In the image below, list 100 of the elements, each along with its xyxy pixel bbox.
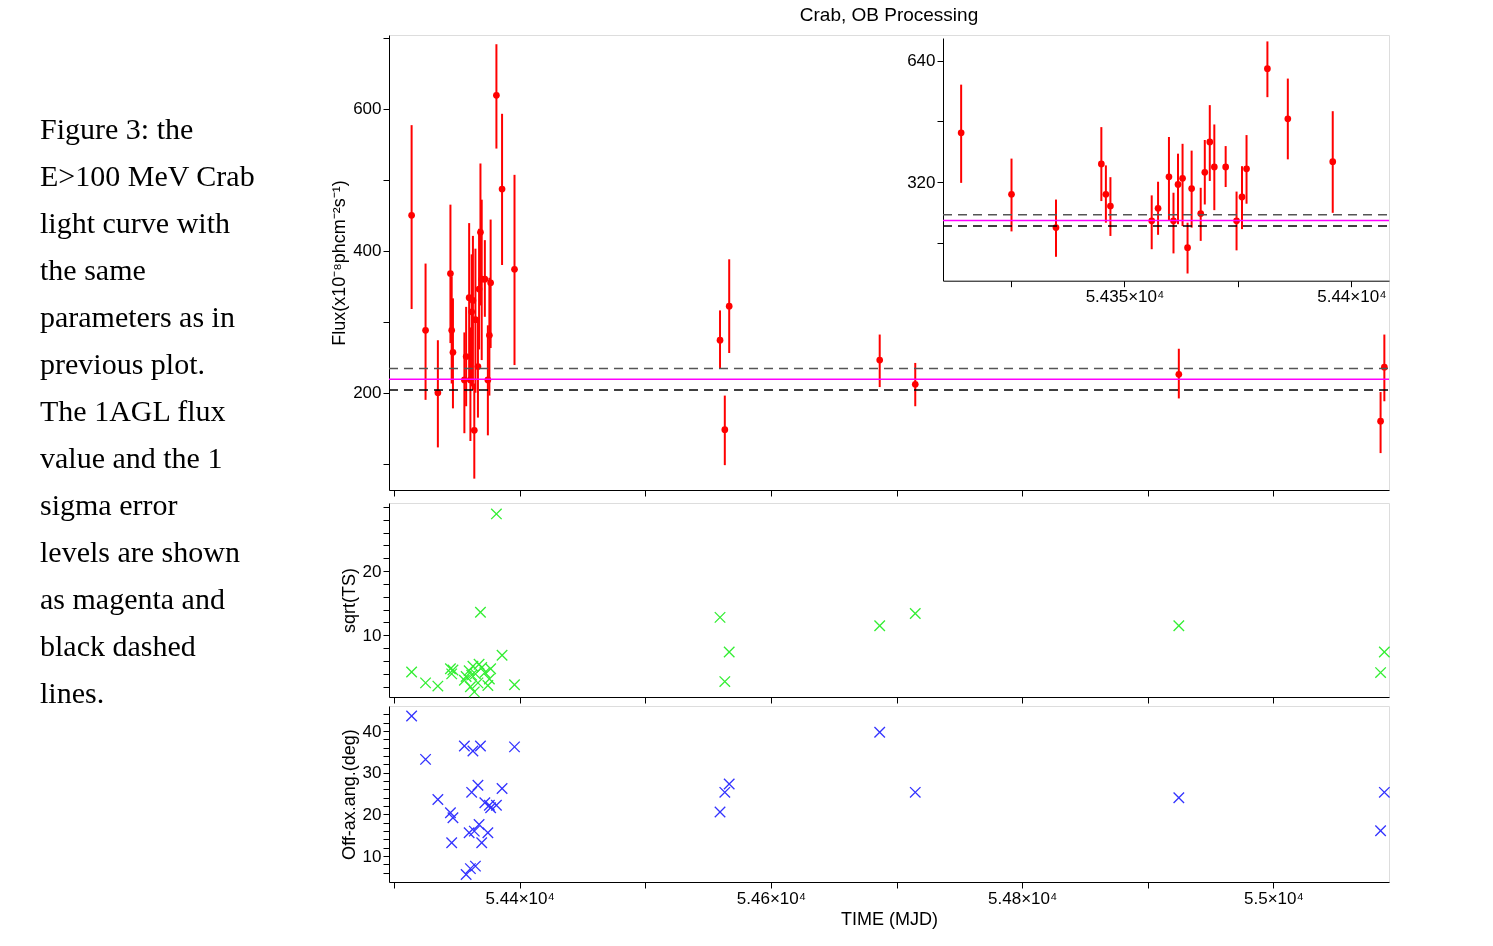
- y-tick-label: 20: [362, 561, 382, 581]
- point: [1175, 370, 1183, 378]
- point: [477, 228, 484, 236]
- point: [1174, 181, 1182, 188]
- point: [1222, 163, 1230, 171]
- point: [448, 326, 456, 334]
- point: [496, 782, 508, 795]
- y-axis-title: Off-ax.ang.(deg): [338, 729, 359, 860]
- point: [1243, 165, 1250, 173]
- point: [957, 129, 965, 137]
- point: [475, 285, 483, 293]
- point: [714, 806, 726, 818]
- point: [716, 336, 724, 344]
- y-tick-label: 200: [353, 383, 382, 403]
- point: [474, 363, 482, 370]
- point: [1377, 417, 1384, 425]
- point: [911, 380, 919, 388]
- point: [1374, 666, 1387, 679]
- point: [1374, 824, 1387, 837]
- point: [465, 669, 478, 682]
- y-tick-label: 10: [362, 846, 382, 866]
- point: [472, 779, 484, 792]
- point: [1329, 158, 1337, 165]
- point: [1107, 202, 1114, 210]
- x-tick-label: 5.48×10⁴: [988, 888, 1058, 908]
- point: [444, 806, 457, 819]
- point: [725, 302, 733, 310]
- y-tick-label: 600: [353, 99, 382, 119]
- point: [1179, 174, 1186, 182]
- point: [873, 619, 886, 632]
- y-tick-label: 400: [353, 241, 382, 261]
- y-tick-label: 40: [362, 721, 382, 741]
- point: [873, 726, 886, 739]
- y-tick-label: 320: [907, 172, 936, 192]
- point: [508, 678, 521, 691]
- y-axis-title: Flux(x10⁻⁸phcm⁻²s⁻¹): [329, 180, 350, 346]
- point: [449, 348, 457, 356]
- point: [508, 740, 521, 753]
- point: [1172, 791, 1185, 804]
- point: [431, 793, 444, 806]
- point: [408, 211, 415, 219]
- point: [1206, 138, 1214, 146]
- point: [468, 685, 481, 698]
- point: [876, 356, 884, 364]
- point: [472, 316, 479, 323]
- point: [1201, 168, 1209, 176]
- point: [1154, 204, 1162, 212]
- point: [493, 91, 500, 99]
- point: [490, 508, 503, 520]
- point: [1172, 619, 1185, 632]
- point: [458, 740, 471, 752]
- y-tick-label: 30: [362, 763, 382, 783]
- x-tick-label: 5.46×10⁴: [736, 888, 807, 908]
- point: [447, 270, 454, 277]
- point: [431, 680, 444, 692]
- point: [470, 427, 478, 434]
- x-tick-label: 5.44×10⁴: [485, 888, 555, 908]
- y-tick-label: 640: [907, 51, 936, 71]
- x-tick-label: 5.435×10⁴: [1085, 287, 1165, 307]
- point: [718, 786, 731, 799]
- point: [445, 836, 458, 849]
- point: [721, 426, 729, 434]
- point: [447, 811, 459, 824]
- point: [498, 185, 506, 193]
- point: [422, 326, 429, 334]
- point: [909, 786, 922, 799]
- point: [469, 297, 477, 304]
- point: [405, 666, 418, 678]
- y-tick-label: 10: [362, 625, 382, 645]
- point: [1238, 193, 1246, 201]
- point: [1378, 646, 1391, 658]
- point: [405, 710, 418, 722]
- y-tick-label: 20: [362, 804, 382, 824]
- point: [465, 786, 478, 799]
- point: [723, 778, 736, 790]
- point: [419, 676, 432, 689]
- point: [458, 674, 471, 687]
- point: [468, 308, 476, 316]
- point: [1184, 244, 1191, 252]
- point: [723, 646, 736, 658]
- point: [1097, 160, 1105, 168]
- point: [1264, 65, 1271, 73]
- point: [463, 826, 476, 839]
- point: [1188, 185, 1195, 192]
- point: [1165, 173, 1173, 181]
- point: [469, 860, 482, 873]
- point: [1210, 163, 1218, 171]
- point: [909, 607, 922, 620]
- point: [474, 606, 487, 619]
- point: [474, 740, 487, 752]
- point: [714, 611, 726, 624]
- point: [481, 826, 494, 839]
- point: [483, 673, 496, 685]
- text: Figure 3: the E>100 MeV Crab light curve with the same parameters as in previous plot. The 1AGL flux value and the 1 sigma error levels are shown as magenta and black dashed lines.: [40, 112, 255, 709]
- point: [487, 279, 494, 287]
- x-tick-label: 5.5×10⁴: [1244, 888, 1304, 908]
- point: [1378, 786, 1391, 799]
- point: [1284, 115, 1292, 123]
- x-tick-label: 5.44×10⁴: [1317, 287, 1387, 307]
- point: [511, 265, 518, 273]
